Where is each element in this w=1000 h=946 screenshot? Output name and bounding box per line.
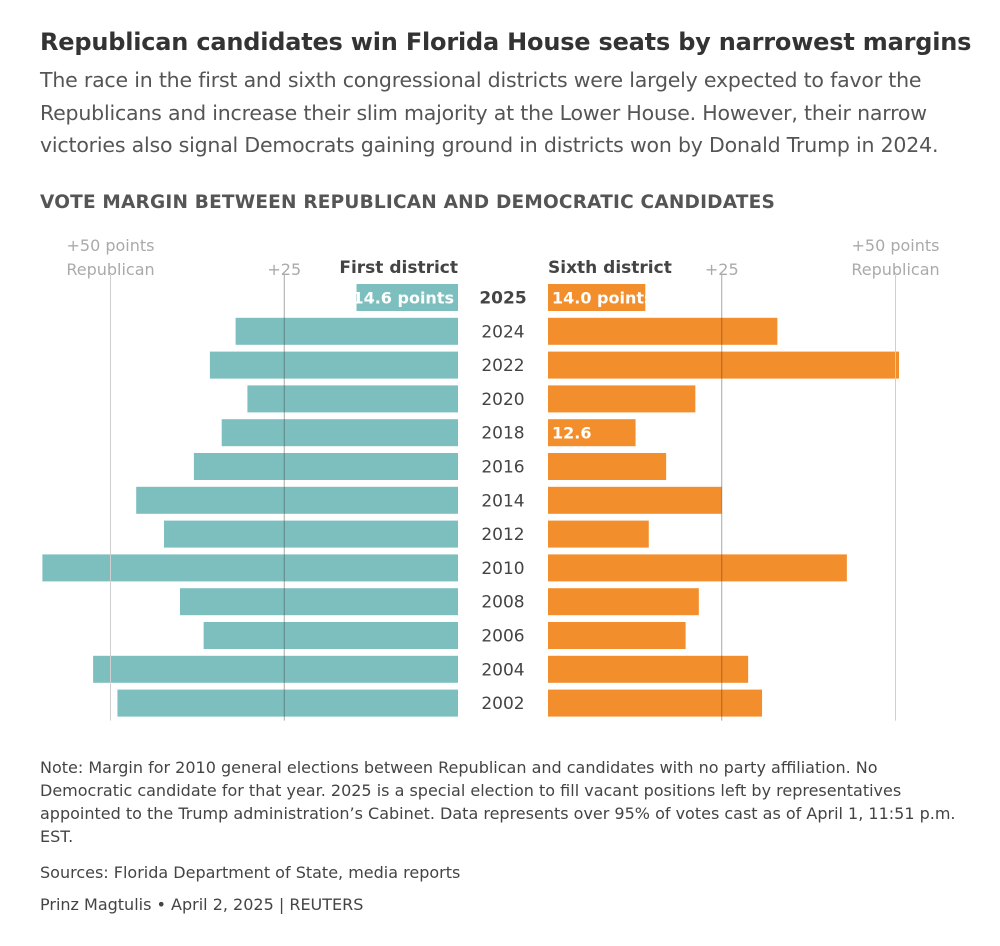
legend-first-district: First district [339, 258, 458, 278]
year-label-2025: 2025 [479, 289, 526, 309]
sixth-district-bar-2010 [548, 554, 847, 582]
year-label-2012: 2012 [481, 525, 524, 545]
sixth-district-bar-2014 [548, 486, 722, 514]
data-label-sixth-2018: 12.6 [552, 424, 591, 443]
sixth-district-bar-2016 [548, 453, 667, 480]
sixth-district-bar-2025 [548, 284, 646, 311]
year-label-2018: 2018 [481, 424, 524, 444]
chart-section-title: VOTE MARGIN BETWEEN REPUBLICAN AND DEMOC… [40, 192, 775, 213]
year-label-2020: 2020 [481, 390, 524, 410]
year-label-2024: 2024 [481, 322, 524, 342]
year-label-2008: 2008 [481, 593, 524, 613]
sixth-district-bar-2004 [548, 655, 749, 683]
sixth-district-bar-2018 [548, 419, 636, 447]
byline: Prinz Magtulis • April 2, 2025 | REUTERS [40, 895, 364, 914]
first-district-bar-2025 [356, 284, 458, 311]
legend-sixth-district: Sixth district [548, 258, 672, 278]
butterfly-bar-chart: +25 +25 +50 points Republican +50 points Repu… [42, 236, 940, 721]
sixth-district-bar-2012 [548, 520, 649, 548]
year-label-2014: 2014 [481, 491, 524, 511]
first-district-bar-2006 [203, 622, 458, 649]
sixth-district-bar-2006 [548, 622, 686, 649]
first-district-bar-2020 [247, 385, 458, 413]
first-district-bar-2022 [209, 351, 458, 379]
sources: Sources: Florida Department of State, me… [40, 863, 461, 882]
year-label-2006: 2006 [481, 627, 524, 647]
tick-label-right-50-sub: Republican [851, 260, 939, 279]
first-district-bar-2010 [42, 554, 458, 582]
data-label-sixth-2025: 14.0 points [552, 289, 654, 308]
first-district-bar-2014 [136, 486, 458, 514]
tick-label-right-25: +25 [705, 260, 739, 279]
year-label-2016: 2016 [481, 458, 524, 478]
year-label-2022: 2022 [481, 356, 524, 376]
tick-label-left-50-sub: Republican [66, 260, 154, 279]
sixth-district-bar-2008 [548, 588, 699, 616]
year-label-2010: 2010 [481, 559, 524, 579]
first-district-bar-2018 [221, 419, 458, 447]
tick-label-left-50: +50 points [67, 236, 155, 255]
chart-title: Republican candidates win Florida House … [40, 28, 972, 56]
first-district-bar-2024 [235, 317, 458, 345]
footnote: Note: Margin for 2010 general elections … [40, 758, 956, 846]
sixth-district-bar-2020 [548, 385, 696, 413]
first-district-bar-2016 [193, 453, 458, 480]
sixth-district-bar-2024 [548, 317, 778, 345]
year-label-2004: 2004 [481, 660, 524, 680]
first-district-bar-2008 [180, 588, 458, 616]
sixth-district-bar-2002 [548, 689, 763, 717]
first-district-bar-2004 [93, 655, 458, 683]
data-label-first-2025: 14.6 points [352, 289, 454, 308]
chart-subtitle: The race in the first and sixth congress… [40, 68, 939, 157]
year-label-2002: 2002 [481, 694, 524, 714]
tick-label-left-25: +25 [267, 260, 301, 279]
first-district-bar-2002 [117, 689, 458, 717]
sixth-district-bar-2022 [548, 351, 899, 379]
tick-label-right-50: +50 points [852, 236, 940, 255]
first-district-bar-2012 [164, 520, 458, 548]
